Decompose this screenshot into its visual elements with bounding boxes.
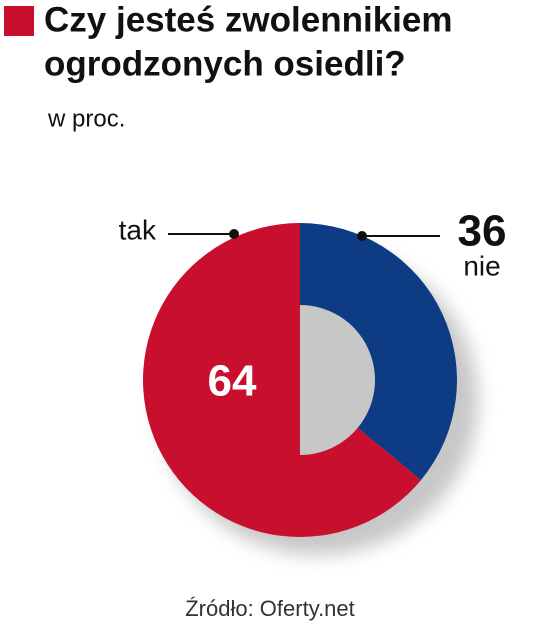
source: Źródło: Oferty.net	[185, 596, 355, 621]
leader-dot	[229, 229, 239, 239]
chart-title: ogrodzonych osiedli?	[44, 44, 406, 83]
slice	[300, 223, 458, 481]
category-label: nie	[463, 250, 500, 281]
value-label: 64	[208, 357, 257, 406]
value-label: 36	[458, 207, 507, 256]
chart-title: Czy jesteś zwolennikiem	[44, 0, 452, 39]
leader-dot	[357, 231, 367, 241]
category-label: tak	[119, 214, 157, 245]
slice	[143, 223, 421, 537]
chart-subtitle: w proc.	[47, 105, 125, 132]
title-marker	[4, 6, 34, 36]
